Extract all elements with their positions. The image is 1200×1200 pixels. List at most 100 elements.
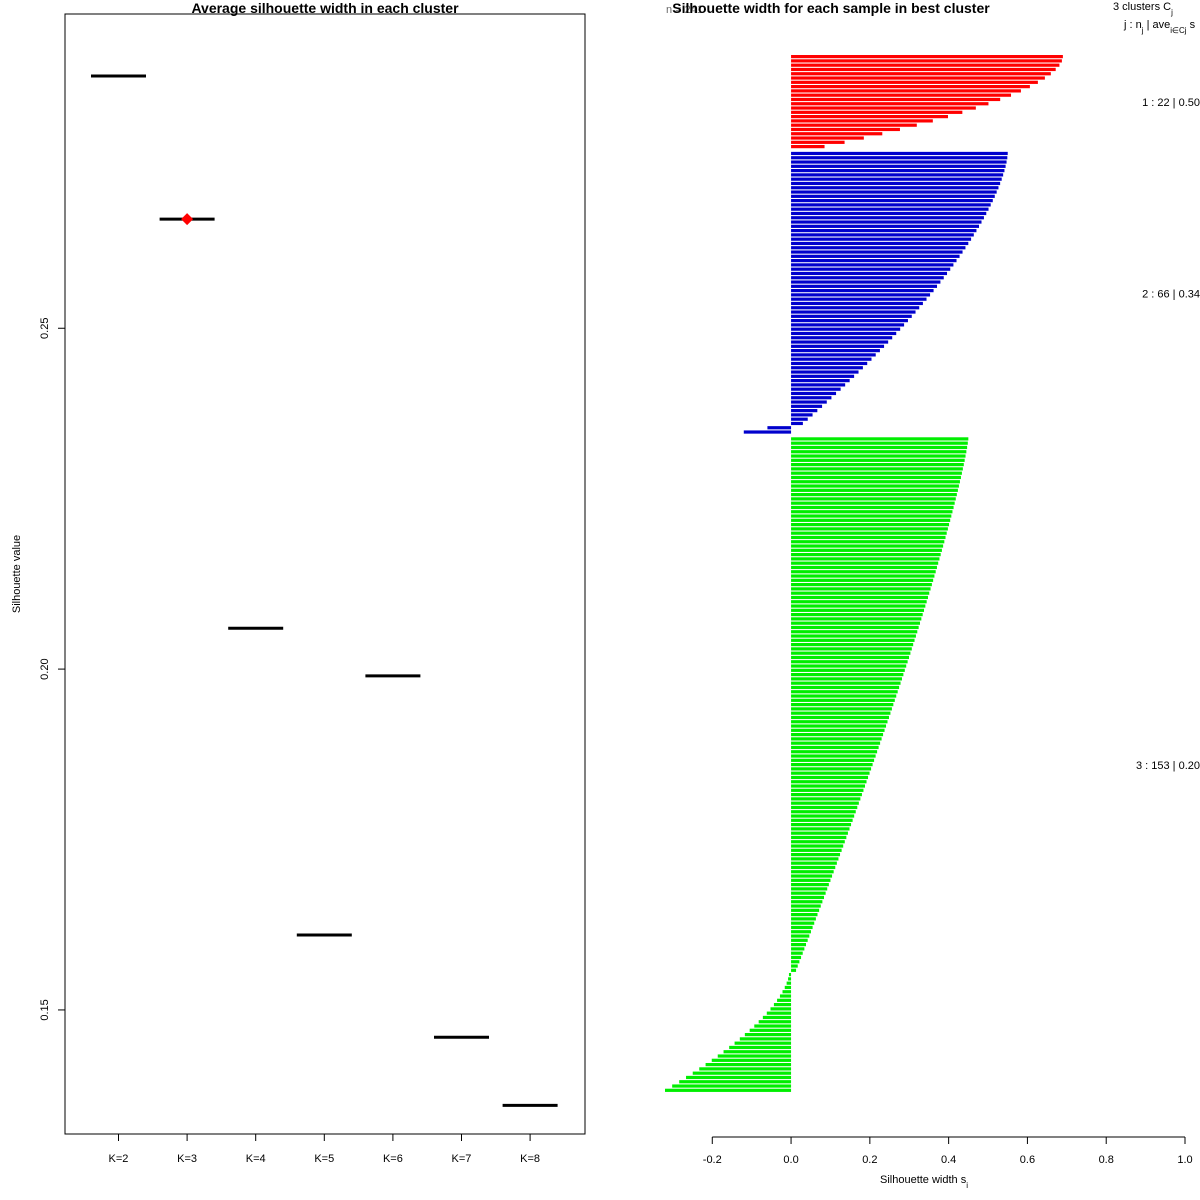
left-y-tick-label: 0.20 <box>39 658 51 679</box>
silhouette-bar <box>791 788 864 792</box>
silhouette-bar <box>791 583 932 587</box>
silhouette-bar <box>791 793 862 797</box>
silhouette-bar <box>791 814 855 818</box>
silhouette-bar <box>791 140 845 144</box>
silhouette-bar <box>791 505 954 510</box>
left-x-tick-label: K=8 <box>520 1153 540 1165</box>
silhouette-bar <box>791 340 889 344</box>
silhouette-bar <box>791 591 930 595</box>
silhouette-bar <box>791 115 949 119</box>
silhouette-bar <box>711 1058 792 1062</box>
silhouette-bar <box>791 404 823 408</box>
silhouette-bar <box>791 314 912 318</box>
silhouette-bar <box>791 865 836 870</box>
silhouette-bar <box>791 968 797 972</box>
silhouette-bar <box>717 1054 792 1058</box>
silhouette-bar <box>791 535 946 540</box>
silhouette-bar <box>791 297 927 301</box>
cluster-label: 1 : 22 | 0.50 <box>1142 97 1200 109</box>
right-x-tick-label: 0.2 <box>862 1154 877 1166</box>
silhouette-bar <box>791 951 803 955</box>
silhouette-bar <box>791 801 859 805</box>
silhouette-bar <box>791 595 928 600</box>
silhouette-bar <box>791 89 1021 93</box>
silhouette-bar <box>791 587 931 591</box>
right-x-axis: -0.2 0.0 0.2 0.4 0.6 0.8 1.0 <box>703 1136 1193 1166</box>
cluster-label: 3 : 153 | 0.20 <box>1136 760 1200 772</box>
silhouette-bar <box>791 531 947 535</box>
silhouette-bar <box>791 690 898 694</box>
silhouette-bar <box>791 805 858 810</box>
silhouette-bar <box>791 250 963 254</box>
silhouette-bar <box>791 379 850 383</box>
legend-header-line2: j : nj | avei∈Cj s <box>1123 19 1196 35</box>
silhouette-bar <box>791 110 963 114</box>
silhouette-bar <box>791 327 901 331</box>
silhouette-bar <box>791 241 969 246</box>
right-x-tick-label: 0.0 <box>783 1154 798 1166</box>
silhouette-bar <box>791 409 818 413</box>
silhouette-bar <box>791 199 993 203</box>
silhouette-bar <box>791 501 955 505</box>
silhouette-bar <box>791 870 834 874</box>
silhouette-bar <box>766 1011 792 1015</box>
silhouette-bar <box>791 97 1001 102</box>
silhouette-bar <box>791 151 1008 156</box>
silhouette-bar <box>686 1075 792 1080</box>
right-x-tick-label: 0.8 <box>1099 1154 1114 1166</box>
silhouette-bar <box>791 190 997 194</box>
silhouette-bar <box>791 259 957 263</box>
silhouette-bar <box>791 694 897 698</box>
silhouette-bar <box>791 417 808 421</box>
silhouette-bar <box>744 1033 792 1037</box>
silhouette-bar <box>791 454 966 458</box>
silhouette-bar <box>791 72 1051 76</box>
right-chart-subtitle: n = 241 <box>666 4 703 16</box>
silhouette-bar <box>786 981 792 985</box>
sample-silhouette-chart: Silhouette width for each sample in best… <box>665 0 1200 1190</box>
silhouette-bar <box>791 488 958 492</box>
silhouette-bar <box>791 280 941 284</box>
silhouette-bar <box>791 930 811 934</box>
silhouette-bar <box>791 254 960 258</box>
silhouette-bar <box>791 336 893 340</box>
silhouette-bar <box>705 1063 792 1067</box>
silhouette-bar <box>791 574 935 578</box>
silhouette-bar <box>791 331 897 336</box>
silhouette-bar <box>791 775 869 780</box>
silhouette-bar <box>791 370 859 374</box>
silhouette-bar <box>791 844 844 848</box>
legend-header-line1: 3 clusters Cj <box>1113 1 1173 17</box>
left-x-tick-label: K=3 <box>177 1153 197 1165</box>
silhouette-bar <box>791 458 965 462</box>
silhouette-bar <box>791 908 820 912</box>
silhouette-bar <box>791 797 861 801</box>
silhouette-bar <box>791 237 972 241</box>
silhouette-bar <box>791 943 807 947</box>
silhouette-bar <box>791 527 948 531</box>
silhouette-bar <box>791 164 1006 168</box>
silhouette-bar <box>791 737 882 741</box>
silhouette-bar <box>791 634 916 638</box>
silhouette-bar <box>791 544 944 548</box>
silhouette-bar <box>791 102 989 106</box>
silhouette-bar <box>791 784 865 788</box>
silhouette-bar <box>791 445 968 450</box>
silhouette-bar <box>791 413 813 417</box>
silhouette-bar <box>791 383 846 387</box>
silhouette-bar <box>791 565 937 570</box>
silhouette-bar <box>791 651 911 655</box>
silhouette-bar <box>791 181 1001 186</box>
silhouette-bar <box>791 514 952 518</box>
silhouette-bar <box>791 758 875 762</box>
left-x-tick-label: K=7 <box>452 1153 472 1165</box>
silhouette-bar <box>791 891 826 895</box>
left-chart-title: Average silhouette width in each cluster <box>191 0 459 16</box>
right-chart-title: Silhouette width for each sample in best… <box>672 0 990 16</box>
silhouette-bar <box>791 553 941 557</box>
silhouette-bar <box>773 1003 792 1007</box>
silhouette-bar <box>791 169 1005 173</box>
silhouette-bar <box>791 233 974 237</box>
silhouette-bar <box>791 211 987 216</box>
